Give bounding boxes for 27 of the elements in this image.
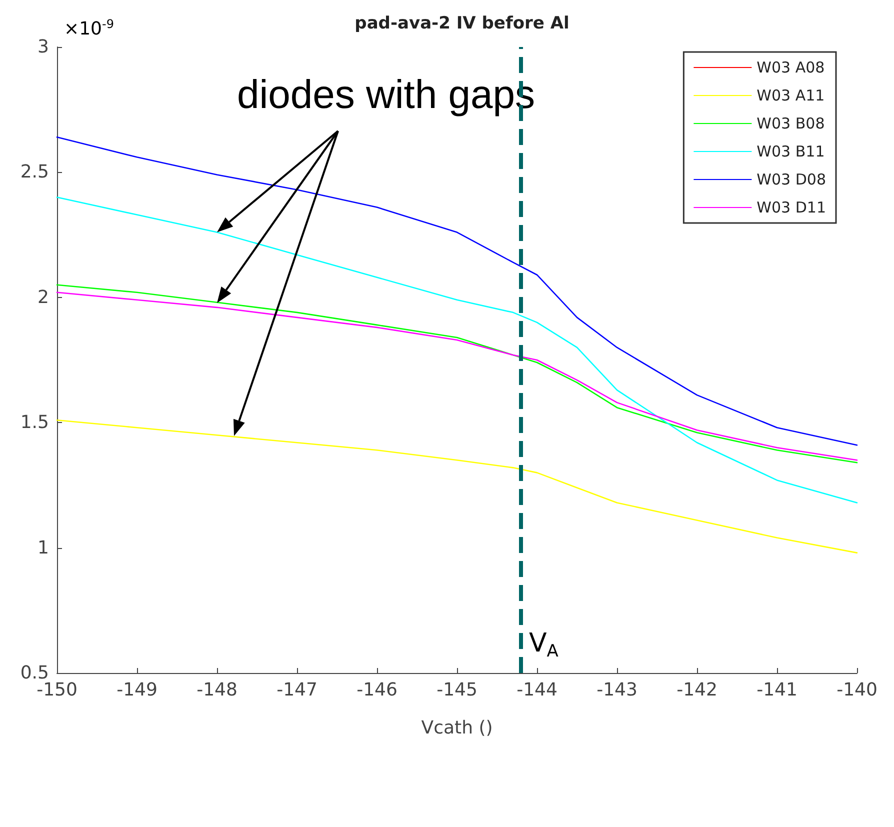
legend-label: W03 A08 <box>756 58 825 76</box>
line-series <box>56 419 858 554</box>
x-tick-label: -146 <box>356 680 398 700</box>
x-tick-label: -144 <box>516 680 558 700</box>
legend-label: W03 B11 <box>756 142 825 160</box>
line-series <box>56 196 858 504</box>
legend-label: W03 A11 <box>756 86 825 104</box>
y-tick-label: 1 <box>38 537 49 558</box>
x-tick-label: -141 <box>756 680 798 700</box>
chart-title: pad-ava-2 IV before Al <box>354 14 570 34</box>
x-tick-label: -140 <box>836 680 878 700</box>
y-tick-label: 3 <box>38 36 49 58</box>
line-series <box>56 136 858 446</box>
legend-label: W03 D11 <box>756 198 826 216</box>
legend-label: W03 B08 <box>756 114 825 132</box>
x-tick-label: -142 <box>676 680 718 700</box>
legend-label: W03 D08 <box>756 170 826 188</box>
y-tick-label: 2 <box>38 286 49 308</box>
x-tick-label: -148 <box>196 680 238 700</box>
y-tick-label: 2.5 <box>20 162 49 183</box>
x-tick-label: -149 <box>116 680 158 700</box>
x-tick-label: -145 <box>436 680 478 700</box>
x-axis-title: Vcath () <box>421 718 493 738</box>
x-tick-label: -147 <box>276 680 318 700</box>
x-tick-label: -143 <box>596 680 638 700</box>
y-tick-label: 1.5 <box>20 412 49 434</box>
annotation: diodes with gaps <box>237 73 535 117</box>
